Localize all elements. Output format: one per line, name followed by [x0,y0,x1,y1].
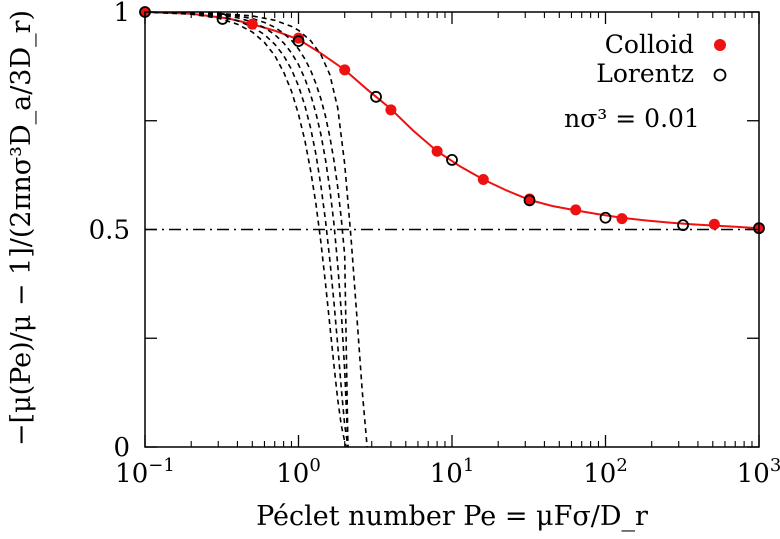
series-curve-4 [145,12,348,448]
annotation-density: nσ³ = 0.01 [564,104,700,133]
series-curve-6 [145,12,349,448]
legend: Colloid Lorentz [596,30,727,88]
x-tick-label: 100 [276,455,321,489]
legend-marker-colloid [714,39,726,51]
tick-labels-layer: 10−1 100 101 102 103 0 0.5 1 [89,0,780,489]
x-tick-label: 10−1 [115,455,175,489]
lorentz-point [292,35,305,48]
series-curve-2 [145,12,759,230]
legend-label-colloid: Colloid [605,30,694,59]
y-tick-label: 0 [113,433,130,463]
x-axis-label: Péclet number Pe = μFσ/D_r [256,501,648,532]
y-tick-label: 0.5 [89,216,130,246]
curves-layer [145,12,759,448]
y-axis-label: −[μ(Pe)/μ − 1]/(2πnσ³D_a/3D_r) [6,10,37,446]
legend-label-lorentz: Lorentz [596,59,694,88]
colloid-point [477,173,489,185]
series-curve-7 [145,12,349,448]
colloid-point [616,213,628,225]
lorentz-point [216,13,229,25]
colloid-point [385,104,397,116]
y-tick-label: 1 [113,0,130,28]
legend-marker-lorentz [713,68,727,82]
ticks-layer [144,11,760,448]
series-curve-8 [145,12,368,448]
lorentz-point [677,219,689,232]
colloid-point [339,64,351,76]
x-tick-label: 102 [583,455,628,489]
lorentz-point [523,194,536,207]
colloid-point [293,32,304,44]
colloid-point [570,204,582,216]
series-curve-5 [145,12,349,448]
colloid-point [246,18,258,30]
x-tick-label: 101 [430,455,475,489]
lorentz-point [599,211,612,224]
colloid-point [708,218,720,230]
lorentz-point [370,90,382,103]
lorentz-point [446,153,458,166]
colloid-point [431,145,443,157]
x-tick-label: 103 [737,455,780,489]
